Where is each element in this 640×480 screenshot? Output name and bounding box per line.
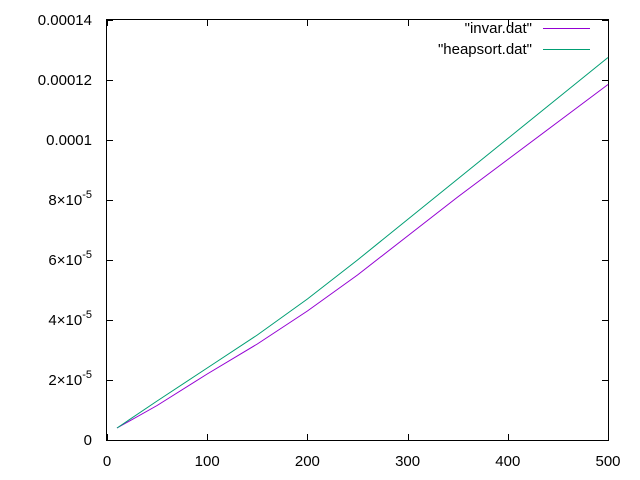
y-tick-label: 8×10-5	[48, 189, 92, 209]
x-tick-label: 200	[295, 453, 320, 470]
y-tick-label: 0.00012	[38, 72, 92, 89]
y-tick-mantissa: 0.0001	[46, 132, 92, 149]
y-tick-mantissa: 6×10	[48, 252, 82, 269]
y-tick-label: 0.0001	[46, 132, 92, 149]
y-tick-mantissa: 8×10	[48, 192, 82, 209]
y-tick-label: 0	[84, 432, 92, 449]
legend-label: "invar.dat"	[465, 20, 532, 37]
series-line-1	[116, 57, 609, 429]
x-tick-label: 100	[195, 453, 220, 470]
y-tick-mantissa: 0.00012	[38, 72, 92, 89]
y-tick-label: 0.00014	[38, 12, 92, 29]
y-tick-exponent: -5	[82, 189, 92, 201]
x-tick-label: 400	[495, 453, 520, 470]
y-tick-mantissa: 0	[84, 432, 92, 449]
y-tick-mantissa: 4×10	[48, 312, 82, 329]
y-tick-label: 6×10-5	[48, 249, 92, 269]
y-tick-label: 2×10-5	[48, 369, 92, 389]
y-tick-exponent: -5	[82, 309, 92, 321]
y-tick-mantissa: 2×10	[48, 372, 82, 389]
y-tick-mantissa: 0.00014	[38, 12, 92, 29]
x-tick-label: 0	[103, 453, 111, 470]
ticks-layer: 0 100 200 300 400 50002×10-54×10-56×10-58×10-…	[38, 12, 621, 470]
legend-label: "heapsort.dat"	[438, 41, 532, 58]
series-line-0	[116, 84, 609, 429]
x-tick-label: 500	[595, 453, 620, 470]
plot-frame	[106, 19, 609, 441]
legend: "invar.dat" "heapsort.dat"	[438, 20, 590, 58]
series-layer	[116, 57, 609, 429]
x-tick-label: 300	[395, 453, 420, 470]
y-tick-label: 4×10-5	[48, 309, 92, 329]
y-tick-exponent: -5	[82, 249, 92, 261]
y-tick-exponent: -5	[82, 369, 92, 381]
